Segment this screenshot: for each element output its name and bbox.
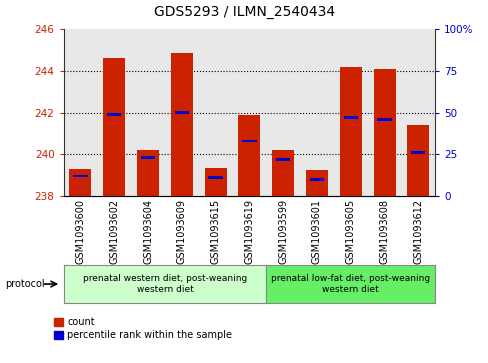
Bar <box>410 151 425 154</box>
Bar <box>305 170 327 196</box>
Bar <box>343 116 357 119</box>
Bar <box>141 156 155 159</box>
Bar <box>339 67 361 196</box>
Bar <box>69 169 91 196</box>
Text: prenatal western diet, post-weaning
western diet: prenatal western diet, post-weaning west… <box>82 274 246 294</box>
Bar <box>272 150 294 196</box>
Text: protocol: protocol <box>5 279 44 289</box>
Bar <box>107 113 121 115</box>
Bar <box>103 58 125 196</box>
Legend: count, percentile rank within the sample: count, percentile rank within the sample <box>54 317 232 340</box>
Bar <box>275 158 290 161</box>
Bar <box>407 125 428 196</box>
Bar <box>373 69 395 196</box>
Bar <box>73 175 87 178</box>
Text: prenatal low-fat diet, post-weaning
western diet: prenatal low-fat diet, post-weaning west… <box>271 274 429 294</box>
Bar <box>238 115 260 196</box>
Bar <box>137 150 159 196</box>
Bar <box>170 53 192 196</box>
Bar <box>174 111 188 114</box>
Bar <box>309 178 324 181</box>
Bar <box>242 139 256 142</box>
Bar <box>377 118 391 121</box>
Bar <box>208 176 223 179</box>
Text: GDS5293 / ILMN_2540434: GDS5293 / ILMN_2540434 <box>154 5 334 20</box>
Bar <box>204 168 226 196</box>
